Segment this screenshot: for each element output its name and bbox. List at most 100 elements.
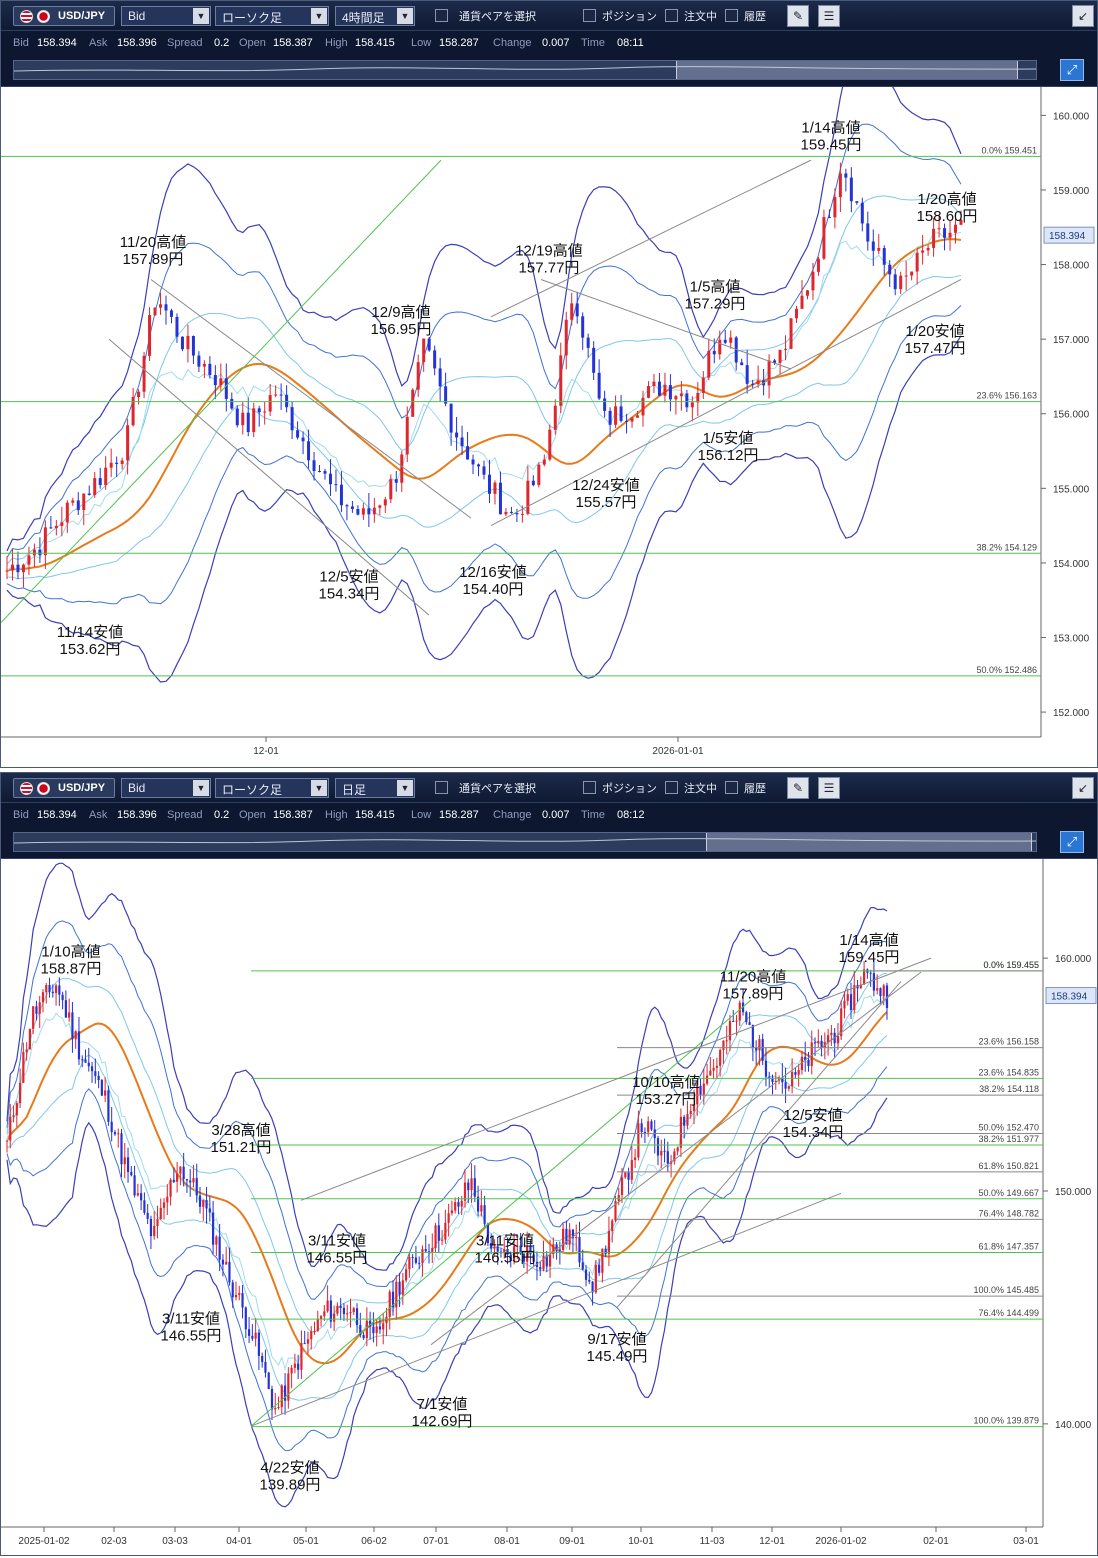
fibonacci-label: 76.4% 148.782 bbox=[978, 1208, 1039, 1218]
collapse-button[interactable]: ↙ bbox=[1072, 5, 1094, 27]
pair-select-checkbox[interactable] bbox=[435, 781, 448, 794]
candle-body bbox=[460, 1200, 463, 1207]
candle-body bbox=[827, 217, 831, 219]
price-chart-daily[interactable]: 140.000 150.000 160.000 158.394 2025-01-02 02… bbox=[1, 859, 1097, 1555]
price-chart-4h[interactable]: 152.000 153.000 154.000 155.000 156.000 157.0… bbox=[1, 87, 1097, 767]
candle-body bbox=[293, 1363, 296, 1368]
candle-body bbox=[620, 1177, 624, 1196]
annotation-title: 7/1安値 bbox=[417, 1396, 468, 1413]
annotation-title: 1/5安値 bbox=[703, 430, 754, 447]
moving-average-line bbox=[6, 238, 962, 572]
candle-body bbox=[853, 985, 856, 1010]
collapse-button[interactable]: ↙ bbox=[1072, 777, 1094, 799]
candle-body bbox=[509, 1254, 512, 1262]
candle-body bbox=[411, 1257, 414, 1259]
candle-body bbox=[329, 1300, 332, 1322]
current-price-label: 158.394 bbox=[1049, 231, 1086, 242]
candle-body bbox=[668, 385, 672, 400]
expand-button[interactable]: ⤢ bbox=[1060, 831, 1084, 853]
candle-body bbox=[93, 478, 97, 495]
candle-body bbox=[608, 410, 612, 425]
candle-body bbox=[130, 1171, 133, 1176]
candle-body bbox=[493, 482, 497, 494]
annotation-title: 1/5高値 bbox=[690, 279, 741, 296]
candle-body bbox=[182, 1166, 185, 1180]
candle-body bbox=[463, 1182, 467, 1201]
chart-type-select[interactable]: ローソク足 ▼ bbox=[215, 6, 329, 26]
lower-band-3 bbox=[6, 335, 962, 683]
candle-body bbox=[172, 1179, 175, 1182]
low-value: 158.287 bbox=[439, 809, 479, 821]
candle-body bbox=[849, 994, 853, 1010]
candle-body bbox=[418, 1262, 421, 1264]
pair-select-label: 通貨ペアを選択 bbox=[459, 783, 536, 795]
candle-body bbox=[369, 1320, 372, 1327]
symbol-select[interactable]: USD/JPY bbox=[13, 6, 115, 26]
navigator-track[interactable] bbox=[13, 832, 1037, 852]
price-type-select[interactable]: Bid ▼ bbox=[121, 6, 211, 26]
navigator-track[interactable] bbox=[13, 60, 1037, 80]
fibonacci-label: 50.0% 152.470 bbox=[978, 1122, 1039, 1132]
navigator-window[interactable] bbox=[676, 61, 1018, 79]
timeframe-select[interactable]: 日足 ▼ bbox=[335, 778, 415, 798]
x-tick-label: 2025-01-02 bbox=[18, 1536, 70, 1547]
candle-body bbox=[440, 1239, 444, 1241]
candle-body bbox=[787, 1086, 790, 1089]
candle-body bbox=[591, 1281, 594, 1293]
candle-body bbox=[401, 1280, 404, 1295]
candle-body bbox=[650, 1121, 653, 1130]
pair-select-checkbox[interactable] bbox=[435, 9, 448, 22]
symbol-select[interactable]: USD/JPY bbox=[13, 778, 115, 798]
candle-body bbox=[871, 241, 875, 251]
toolbar: USD/JPY Bid ▼ ローソク足 ▼ 4時間足 ▼ 通貨ペアを選択 ポジション … bbox=[1, 1, 1097, 31]
candle-body bbox=[195, 1178, 198, 1196]
candle-body bbox=[455, 432, 459, 438]
drawing-tool-button[interactable]: ✎ bbox=[787, 777, 809, 799]
candle-body bbox=[90, 1066, 94, 1072]
candle-body bbox=[640, 1123, 643, 1133]
candle-body bbox=[176, 1173, 179, 1182]
history-checkbox[interactable] bbox=[725, 9, 738, 22]
candle-body bbox=[131, 397, 135, 426]
candle-body bbox=[382, 1323, 385, 1330]
expand-button[interactable]: ⤢ bbox=[1060, 59, 1084, 81]
candle-body bbox=[712, 1067, 715, 1071]
candle-body bbox=[438, 368, 442, 387]
settings-list-button[interactable]: ☰ bbox=[818, 5, 840, 27]
position-checkbox[interactable] bbox=[583, 781, 596, 794]
annotation-price: 156.12円 bbox=[698, 447, 759, 464]
chart-type-select[interactable]: ローソク足 ▼ bbox=[215, 778, 329, 798]
candle-body bbox=[352, 1308, 355, 1313]
position-checkbox[interactable] bbox=[583, 9, 596, 22]
candle-body bbox=[758, 1039, 761, 1051]
timeframe-label: 日足 bbox=[342, 783, 367, 797]
candle-body bbox=[94, 1071, 97, 1076]
drawing-tool-button[interactable]: ✎ bbox=[787, 5, 809, 27]
navigator-window[interactable] bbox=[706, 833, 1032, 851]
candle-body bbox=[287, 1373, 290, 1401]
candle-body bbox=[748, 1022, 751, 1025]
orders-checkbox[interactable] bbox=[665, 9, 678, 22]
price-type-select[interactable]: Bid ▼ bbox=[121, 778, 211, 798]
candle-body bbox=[25, 1049, 28, 1053]
low-label: Low bbox=[411, 809, 432, 821]
candle-body bbox=[943, 228, 947, 238]
candle-body bbox=[208, 1208, 211, 1213]
open-value: 158.387 bbox=[273, 37, 313, 49]
candle-body bbox=[389, 479, 393, 500]
orders-checkbox[interactable] bbox=[665, 781, 678, 794]
candle-body bbox=[252, 408, 256, 433]
timeframe-select[interactable]: 4時間足 ▼ bbox=[335, 6, 415, 26]
candle-body bbox=[159, 1207, 162, 1220]
history-checkbox[interactable] bbox=[725, 781, 738, 794]
annotation-title: 3/11安値 bbox=[162, 1310, 220, 1327]
history-label: 履歴 bbox=[744, 783, 766, 795]
candle-body bbox=[9, 1116, 12, 1141]
fibonacci-label: 50.0% 152.486 bbox=[976, 665, 1037, 675]
settings-list-button[interactable]: ☰ bbox=[818, 777, 840, 799]
candle-body bbox=[49, 527, 53, 529]
candle-body bbox=[191, 335, 195, 356]
candle-body bbox=[656, 1138, 660, 1156]
candle-body bbox=[208, 363, 212, 376]
candle-body bbox=[126, 425, 130, 461]
